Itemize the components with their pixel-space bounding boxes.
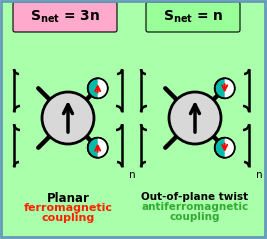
- Text: n: n: [256, 170, 263, 180]
- Wedge shape: [98, 78, 108, 98]
- FancyBboxPatch shape: [146, 2, 240, 32]
- Circle shape: [88, 78, 108, 98]
- Circle shape: [169, 92, 221, 144]
- Text: Planar: Planar: [46, 192, 89, 205]
- Text: $\mathbf{S_{net}}$ = 3n: $\mathbf{S_{net}}$ = 3n: [30, 9, 100, 25]
- Text: Out-of-plane twist: Out-of-plane twist: [142, 192, 249, 202]
- Text: antiferromagnetic: antiferromagnetic: [141, 202, 249, 212]
- Text: coupling: coupling: [41, 213, 95, 223]
- Wedge shape: [225, 138, 235, 158]
- Circle shape: [88, 138, 108, 158]
- Wedge shape: [225, 78, 235, 98]
- Text: $\mathbf{S_{net}}$ = n: $\mathbf{S_{net}}$ = n: [163, 9, 223, 25]
- FancyBboxPatch shape: [13, 2, 117, 32]
- Text: n: n: [129, 170, 136, 180]
- Circle shape: [215, 138, 235, 158]
- Circle shape: [215, 78, 235, 98]
- Text: coupling: coupling: [170, 212, 220, 222]
- Text: ferromagnetic: ferromagnetic: [23, 203, 112, 213]
- Circle shape: [42, 92, 94, 144]
- Wedge shape: [98, 138, 108, 158]
